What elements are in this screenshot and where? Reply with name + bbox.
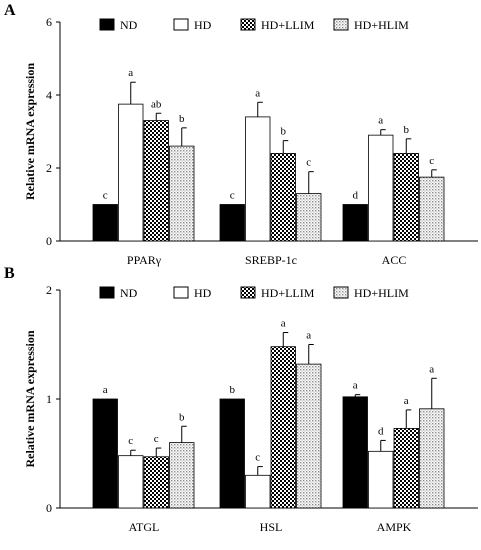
significance-letter: ab [151,98,162,110]
significance-letter: a [353,380,358,392]
bar [342,396,368,509]
bar [368,134,394,242]
legend-label: ND [120,18,138,32]
significance-letter: c [154,433,159,445]
y-tick-label: 6 [46,15,52,29]
bar [393,152,419,242]
bar [169,442,195,509]
bar [419,176,445,242]
legend-swatch [333,18,349,31]
significance-letter: b [179,113,185,125]
significance-letter: a [306,330,311,342]
bar [219,204,245,242]
category-label: PPARγ [127,253,162,267]
panel-label: A [4,2,16,19]
legend-label: HD [194,18,212,32]
y-axis-label: Relative mRNA expression [23,63,37,200]
category-label: AMPK [377,520,412,534]
y-tick-label: 1 [46,392,52,406]
significance-letter: b [281,126,287,138]
significance-letter: d [353,190,359,202]
legend-swatch [173,286,189,299]
bar [245,116,271,242]
bar [296,193,322,242]
significance-letter: a [281,318,286,330]
significance-letter: b [404,124,410,136]
bar [118,103,144,242]
bar [169,145,195,242]
panel-label: B [4,265,15,282]
bar [368,450,394,509]
legend-label: HD [194,286,212,300]
bar [419,408,445,509]
bar [342,204,368,242]
significance-letter: c [103,190,108,202]
legend-swatch [173,18,189,31]
legend-label: HD+LLIM [261,286,315,300]
legend-swatch [99,18,115,31]
legend-swatch [240,18,256,31]
significance-letter: d [378,425,384,437]
significance-letter: a [378,115,383,127]
y-axis-label: Relative mRNA expression [23,330,37,467]
bar [296,363,322,509]
significance-letter: a [128,67,133,79]
significance-letter: b [230,384,236,396]
panel-a: A 0 2 4 6 Relative mRNA expression ND HD HD+LLIM… [4,2,478,267]
significance-letter: a [103,384,108,396]
bar [143,120,169,242]
panel-b: B 0 1 2 Relative mRNA expression ND HD HD+LLIM H… [4,265,478,534]
y-tick-label: 4 [46,88,52,102]
bar [393,428,419,509]
bar [245,474,271,509]
significance-letter: c [230,190,235,202]
significance-letter: a [404,395,409,407]
significance-letter: c [306,157,311,169]
bar [219,398,245,509]
bar [92,204,118,242]
significance-letter: a [255,87,260,99]
bar [270,346,296,509]
y-tick-label: 2 [46,161,52,175]
legend-label: ND [120,286,138,300]
category-label: SREBP-1c [245,253,297,267]
bar [92,398,118,509]
y-tick-label: 0 [46,234,52,248]
y-tick-label: 2 [46,283,52,297]
category-label: ATGL [129,520,160,534]
legend-label: HD+LLIM [261,18,315,32]
legend-swatch [333,286,349,299]
significance-letter: c [255,452,260,464]
significance-letter: c [429,155,434,167]
legend-swatch [240,286,256,299]
legend-label: HD+HLIM [354,286,409,300]
legend-label: HD+HLIM [354,18,409,32]
significance-letter: b [179,411,185,423]
category-label: HSL [260,520,283,534]
bar [118,455,144,509]
category-label: ACC [382,253,407,267]
significance-letter: a [429,363,434,375]
legend-swatch [99,286,115,299]
y-tick-label: 0 [46,501,52,515]
bar [270,152,296,242]
significance-letter: c [128,435,133,447]
bar [143,456,169,509]
